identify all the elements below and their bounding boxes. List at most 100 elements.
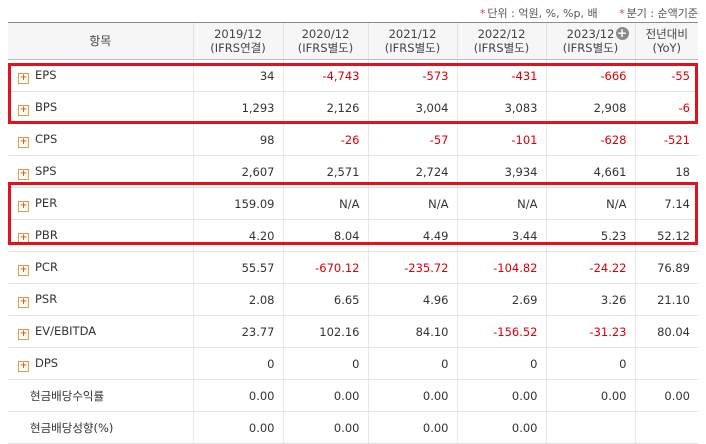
table-cell: 4.49 <box>367 219 457 252</box>
table-cell: 80.04 <box>634 315 698 348</box>
table-cell <box>634 347 698 380</box>
table-cell: 0.00 <box>545 379 635 412</box>
plus-box-icon[interactable]: + <box>18 168 29 180</box>
table-cell: 3.26 <box>545 283 635 316</box>
plus-box-icon[interactable]: + <box>18 328 29 340</box>
table-cell: -4,743 <box>282 59 368 92</box>
table-cell: 0.00 <box>634 379 698 412</box>
row-label-text: EV/EBITDA <box>35 323 97 338</box>
row-label-text: DPS <box>35 355 59 370</box>
row-label[interactable]: + DPS <box>8 347 193 380</box>
row-label[interactable]: + EPS <box>8 59 193 92</box>
table-cell: 2,908 <box>545 91 635 124</box>
table-cell: 0 <box>545 347 635 380</box>
table-cell: -31.23 <box>545 315 635 348</box>
table-cell: 4.20 <box>192 219 283 252</box>
table-cell: 1,293 <box>192 91 283 124</box>
table-cell: 0.00 <box>456 379 546 412</box>
table-cell <box>545 411 635 444</box>
row-label-text: CPS <box>35 131 58 146</box>
table-cell: 0.00 <box>282 379 368 412</box>
plus-circle-icon[interactable]: + <box>615 26 629 40</box>
row-label-text: BPS <box>35 99 58 114</box>
plus-box-icon[interactable]: + <box>18 360 29 372</box>
table-cell: -628 <box>545 123 635 156</box>
table-cell: -101 <box>456 123 546 156</box>
table-cell <box>634 411 698 444</box>
table-cell: 4.96 <box>367 283 457 316</box>
table-cell: 0.00 <box>192 379 283 412</box>
plus-box-icon[interactable]: + <box>18 104 29 116</box>
table-row: + EPS 34 -4,743 -573 -431 -666 -55 <box>8 59 698 92</box>
header-col-2020: 2020/12 (IFRS별도) <box>282 22 368 60</box>
table-cell: N/A <box>282 187 368 220</box>
row-label[interactable]: + BPS <box>8 91 193 124</box>
table-row: + CPS 98 -26 -57 -101 -628 -521 <box>8 123 698 156</box>
table-cell: 2,571 <box>282 155 368 188</box>
table-cell: 2.69 <box>456 283 546 316</box>
table-cell: 5.23 <box>545 219 635 252</box>
header-col-2023: 2023/12 (IFRS별도) + <box>545 22 635 60</box>
table-cell: 55.57 <box>192 251 283 284</box>
table-cell: -670.12 <box>282 251 368 284</box>
header-col-2019: 2019/12 (IFRS연결) <box>192 22 283 60</box>
table-cell: -431 <box>456 59 546 92</box>
financial-ratio-table: 항목 2019/12 (IFRS연결) 2020/12 (IFRS별도) 2021/… <box>8 22 698 444</box>
table-cell: 7.14 <box>634 187 698 220</box>
table-cell: 3,083 <box>456 91 546 124</box>
table-cell: 102.16 <box>282 315 368 348</box>
table-cell: 3,934 <box>456 155 546 188</box>
row-label-text: PSR <box>35 291 58 306</box>
row-label[interactable]: + PSR <box>8 283 193 316</box>
table-row: + PER 159.09 N/A N/A N/A N/A 7.14 <box>8 187 698 220</box>
table-cell: -55 <box>634 59 698 92</box>
table-cell: 8.04 <box>282 219 368 252</box>
row-label-text: PCR <box>35 259 58 274</box>
table-cell: 4,661 <box>545 155 635 188</box>
table-notes: * 단위 : 억원, %, %p, 배 * 분기 : 순액기준 <box>462 5 698 21</box>
table-row: + PBR 4.20 8.04 4.49 3.44 5.23 52.12 <box>8 219 698 252</box>
row-label[interactable]: + CPS <box>8 123 193 156</box>
table-row: + SPS 2,607 2,571 2,724 3,934 4,661 18 <box>8 155 698 188</box>
table-cell: 2,724 <box>367 155 457 188</box>
basis-note: * 분기 : 순액기준 <box>619 7 698 20</box>
table-cell: -573 <box>367 59 457 92</box>
table-cell: N/A <box>456 187 546 220</box>
table-cell: -666 <box>545 59 635 92</box>
plus-box-icon[interactable]: + <box>18 136 29 148</box>
table-cell: 18 <box>634 155 698 188</box>
table-cell: 2.08 <box>192 283 283 316</box>
plus-box-icon[interactable]: + <box>18 264 29 276</box>
header-col-2022: 2022/12 (IFRS별도) <box>456 22 546 60</box>
table-cell: 23.77 <box>192 315 283 348</box>
table-cell: 2,607 <box>192 155 283 188</box>
plus-box-icon[interactable]: + <box>18 296 29 308</box>
table-cell: -104.82 <box>456 251 546 284</box>
table-cell: 0.00 <box>367 379 457 412</box>
row-label[interactable]: + SPS <box>8 155 193 188</box>
table-cell: 6.65 <box>282 283 368 316</box>
row-label-text: SPS <box>35 163 57 178</box>
table-cell: 76.89 <box>634 251 698 284</box>
table-cell: -235.72 <box>367 251 457 284</box>
row-label[interactable]: + PCR <box>8 251 193 284</box>
plus-box-icon[interactable]: + <box>18 200 29 212</box>
table-row: 현금배당수익률 0.00 0.00 0.00 0.00 0.00 0.00 <box>8 379 698 412</box>
header-col-2021: 2021/12 (IFRS별도) <box>367 22 457 60</box>
plus-box-icon[interactable]: + <box>18 232 29 244</box>
plus-box-icon[interactable]: + <box>18 72 29 84</box>
row-label[interactable]: + PBR <box>8 219 193 252</box>
table-cell: 159.09 <box>192 187 283 220</box>
table-cell: 0.00 <box>367 411 457 444</box>
row-label[interactable]: + PER <box>8 187 193 220</box>
table-row: + BPS 1,293 2,126 3,004 3,083 2,908 -6 <box>8 91 698 124</box>
row-label-text: PBR <box>35 227 58 242</box>
table-cell: 0 <box>367 347 457 380</box>
table-cell: -57 <box>367 123 457 156</box>
table-cell: -156.52 <box>456 315 546 348</box>
table-body: + EPS 34 -4,743 -573 -431 -666 -55 + BPS 1,293 2,12… <box>8 59 698 444</box>
table-cell: 3.44 <box>456 219 546 252</box>
table-cell: 98 <box>192 123 283 156</box>
row-label-text: 현금배당수익률 <box>30 388 105 403</box>
row-label[interactable]: + EV/EBITDA <box>8 315 193 348</box>
